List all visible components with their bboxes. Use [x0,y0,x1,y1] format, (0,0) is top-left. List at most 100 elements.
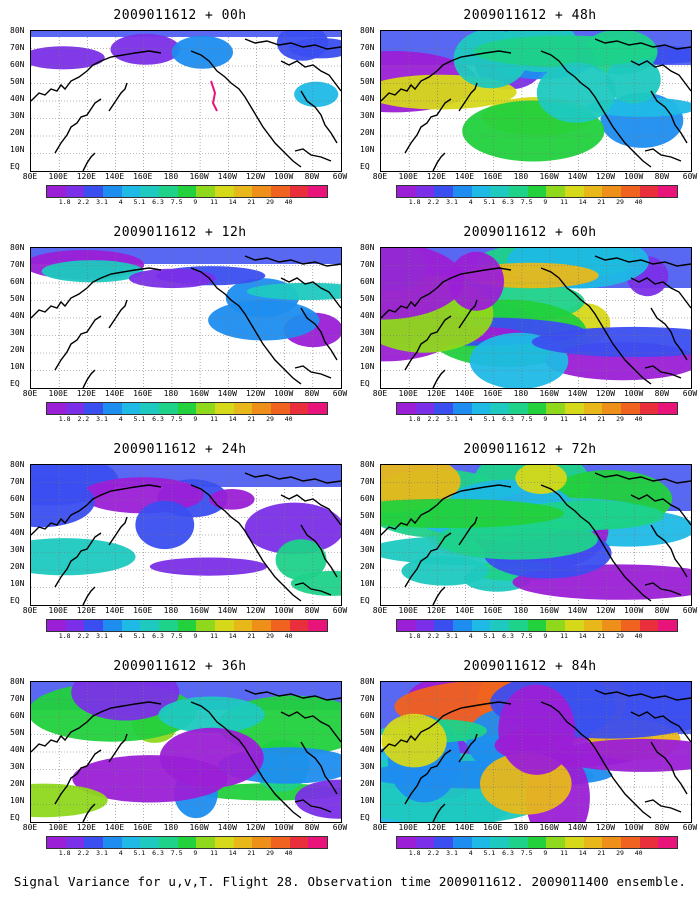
longitude-label: 140E [454,389,475,398]
coastline [31,267,162,319]
colorbar-swatch [271,186,290,197]
latitude-label: 70N [10,477,25,486]
coastline [108,733,128,763]
map-area [30,464,342,606]
colorbar-tick-label: 6.3 [502,849,514,857]
colorbar-swatch [639,403,659,414]
longitude-label: 100E [48,823,68,832]
longitude-label: 80W [304,172,320,181]
colorbar-tick-label: 5.1 [483,415,496,423]
colorbar-tick-label: 7.5 [520,198,533,206]
colorbar-swatch [415,186,435,197]
coastline [31,50,162,102]
forecast-panel: 2009011612 + 36h 80N 70N 60N 50N 40N 30N 20N 10N… [10,659,350,869]
latitude-label: 70N [360,260,375,269]
colorbar-swatch [271,837,290,848]
colorbar-tick-label: 29 [266,849,274,857]
coastline [82,586,96,605]
longitude-label: 120E [426,606,446,615]
longitude-label: 160E [483,823,503,832]
coastline [432,369,446,388]
colorbar-tick-label: 4 [468,198,473,206]
colorbar-tick-label: 4 [118,415,123,423]
variance-map [31,248,341,388]
longitude-label: 60W [332,823,348,832]
colorbar-labels: 1.8 2.2 3.1 4 5.1 6.3 7.5 9 11 14 21 29 40 [46,849,326,857]
variance-map [381,465,691,605]
latitude-label: 10N [360,579,375,588]
variance-region [244,502,341,555]
latitude-label: 80N [10,26,25,35]
colorbar [396,185,678,198]
forecast-panel: 2009011612 + 24h 80N 70N 60N 50N 40N 30N 20N 10N… [10,442,350,652]
colorbar-tick-label: 3.1 [446,632,458,640]
longitude-label: 140E [104,172,125,181]
forecast-panel: 2009011612 + 00h 80N 70N 60N 50N 40N 30N 20N 10N… [10,8,350,218]
latitude-label: 60N [360,711,375,720]
colorbar-tick-label: 29 [616,849,624,857]
latitude-label: 40N [360,745,375,754]
panel-title: 2009011612 + 84h [463,659,597,674]
longitude-label: 160W [539,606,559,615]
colorbar-tick-label: 9 [543,849,548,857]
latitude-label: 20N [360,345,375,354]
longitude-label: 140W [217,172,237,181]
coastline [280,711,341,743]
colorbar-swatch [196,620,216,631]
variance-map [31,31,341,171]
longitude-label: 160W [539,823,559,832]
colorbar-tick-label: 14 [228,632,237,640]
latitude-label: 10N [10,145,25,154]
variance-map [381,31,691,171]
latitude-label: 20N [10,562,25,571]
colorbar-swatch [621,403,640,414]
colorbar-tick-label: 9 [193,632,198,640]
variance-region [536,62,616,123]
coastline [594,38,691,50]
latitude-label: EQ [360,813,370,822]
coastline [650,741,688,795]
coastline [82,152,96,171]
colorbar-swatch [103,837,122,848]
colorbar-tick-label: 1.8 [58,632,71,640]
coastline [294,148,332,162]
longitude-label: 100E [398,823,418,832]
latitude-label: 60N [10,494,25,503]
longitude-label: 60W [682,172,698,181]
coastline [540,50,652,168]
latitude-label: 80N [10,460,25,469]
colorbar-swatch [252,403,272,414]
variance-region [515,465,567,494]
colorbar-tick-label: 40 [284,849,293,857]
longitude-label: 80W [304,606,320,615]
colorbar-tick-label: 14 [578,415,587,423]
latitude-label: 40N [360,94,375,103]
longitude-label: 100W [273,823,294,832]
longitude-label: 100E [398,389,418,398]
colorbar-tick-label: 2.2 [427,415,440,423]
longitude-label: 160W [189,823,209,832]
colorbar-tick-label: 21 [597,198,606,206]
colorbar-tick-label: 11 [210,415,218,423]
latitude-label: 70N [10,694,25,703]
latitude-label: 60N [10,60,25,69]
latitude-label: 30N [10,328,25,337]
longitude-label: 120W [245,389,266,398]
coastline [54,315,102,371]
colorbar-tick-label: 5.1 [483,632,496,640]
colorbar-swatch [658,837,678,848]
longitude-label: 100E [48,172,68,181]
latitude-label: 30N [10,111,25,120]
latitude-label: 40N [360,528,375,537]
colorbar-swatch [397,186,416,197]
colorbar-swatch [215,186,234,197]
coastline [381,50,512,102]
longitude-label: 80E [372,606,388,615]
colorbar-swatch [490,620,510,631]
latitude-label: 10N [360,145,375,154]
map-area [380,30,692,172]
coastline [31,701,162,753]
colorbar-swatch [527,837,547,848]
longitude-label: 140W [567,389,587,398]
colorbar-tick-label: 29 [266,415,274,423]
